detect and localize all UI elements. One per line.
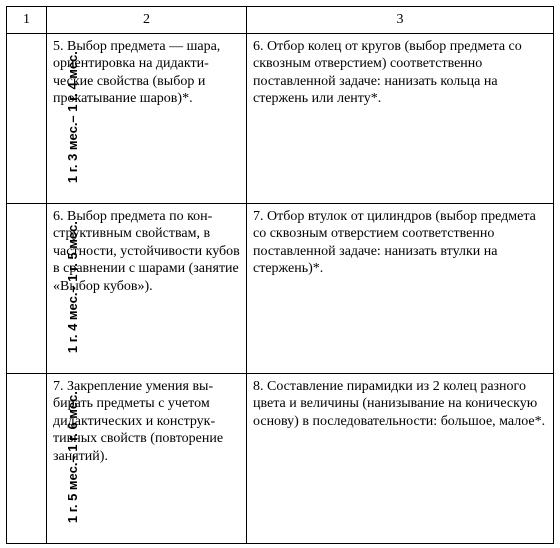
header-cell-1: 1 bbox=[7, 7, 47, 34]
header-cell-2: 2 bbox=[47, 7, 247, 34]
cell-col3: 6. Отбор колец от кругов (выбор предмета… bbox=[247, 33, 554, 203]
header-row: 1 2 3 bbox=[7, 7, 554, 34]
page: 1 2 3 1 г. 3 мес.– 1 г. 4 мес. 5. Выбор … bbox=[0, 0, 560, 548]
age-cell: 1 г. 3 мес.– 1 г. 4 мес. bbox=[7, 33, 47, 203]
content-table: 1 2 3 1 г. 3 мес.– 1 г. 4 мес. 5. Выбор … bbox=[6, 6, 554, 544]
age-cell: 1 г. 4 мес.– 1 г. 5 мес. bbox=[7, 203, 47, 373]
table-body: 1 г. 3 мес.– 1 г. 4 мес. 5. Выбор предме… bbox=[7, 33, 554, 543]
header-cell-3: 3 bbox=[247, 7, 554, 34]
age-cell: 1 г. 5 мес.– 1 г. 6 мес. bbox=[7, 373, 47, 543]
table-row: 1 г. 3 мес.– 1 г. 4 мес. 5. Выбор предме… bbox=[7, 33, 554, 203]
age-label: 1 г. 5 мес.– 1 г. 6 мес. bbox=[66, 391, 80, 523]
age-label: 1 г. 3 мес.– 1 г. 4 мес. bbox=[66, 51, 80, 183]
table-row: 1 г. 4 мес.– 1 г. 5 мес. 6. Выбор предме… bbox=[7, 203, 554, 373]
cell-col3: 8. Составление пирамидки из 2 колец разн… bbox=[247, 373, 554, 543]
cell-col3: 7. Отбор втулок от цилиндров (выбор пред… bbox=[247, 203, 554, 373]
age-label: 1 г. 4 мес.– 1 г. 5 мес. bbox=[66, 221, 80, 353]
table-row: 1 г. 5 мес.– 1 г. 6 мес. 7. Закрепление … bbox=[7, 373, 554, 543]
